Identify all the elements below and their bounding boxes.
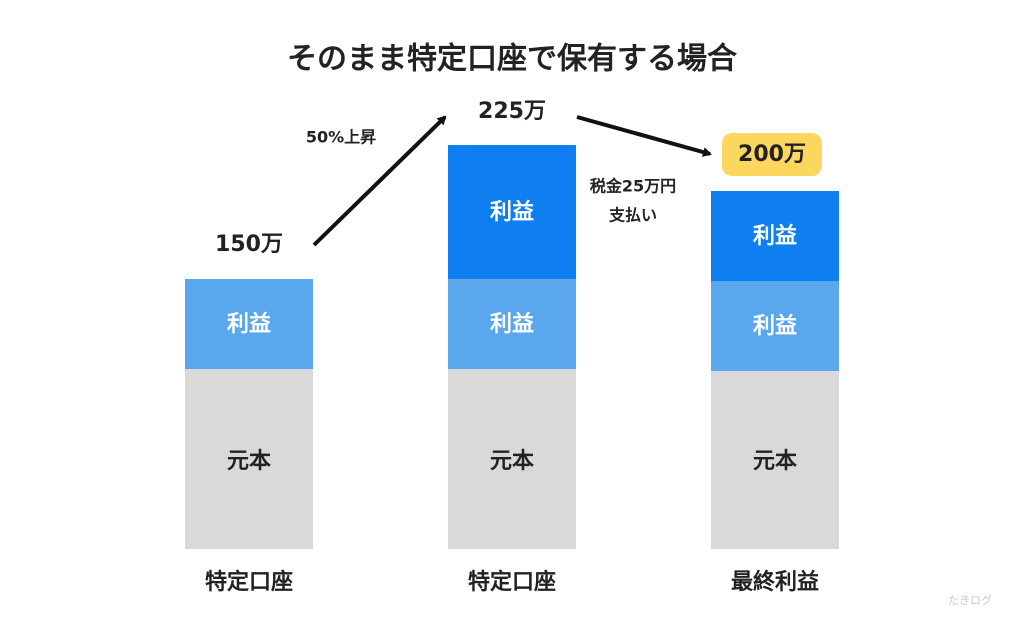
profit-block — [711, 281, 839, 371]
principal-block — [711, 371, 839, 549]
total-label: 225万 — [478, 99, 546, 124]
column-label: 特定口座 — [468, 569, 556, 595]
segment-label: 元本 — [227, 449, 271, 474]
title: そのまま特定口座で保有する場合 — [287, 42, 737, 77]
total-label: 150万 — [215, 232, 283, 257]
annotation: 50%上昇 — [306, 128, 376, 147]
column-label: 最終利益 — [731, 569, 819, 595]
arrow — [576, 115, 712, 157]
principal-block — [448, 369, 576, 549]
column-label: 特定口座 — [205, 569, 293, 595]
annotation: 支払い — [608, 206, 657, 225]
segment-label: 利益 — [753, 223, 797, 249]
profit-block — [185, 279, 313, 369]
profit-block — [711, 191, 839, 281]
segment-label: 元本 — [753, 449, 797, 474]
segment-label: 元本 — [490, 449, 534, 474]
principal-block — [185, 369, 313, 549]
segment-label: 利益 — [753, 313, 797, 339]
total-label: 200万 — [738, 142, 806, 167]
segment-label: 利益 — [490, 311, 534, 337]
arrow — [312, 115, 447, 247]
watermark: たきログ — [948, 593, 992, 607]
segment-label: 利益 — [490, 199, 534, 225]
annotation: 税金25万円 — [590, 177, 676, 196]
segment-label: 利益 — [227, 311, 271, 337]
total-highlight — [722, 133, 822, 176]
profit-block — [448, 279, 576, 369]
profit-block — [448, 145, 576, 279]
